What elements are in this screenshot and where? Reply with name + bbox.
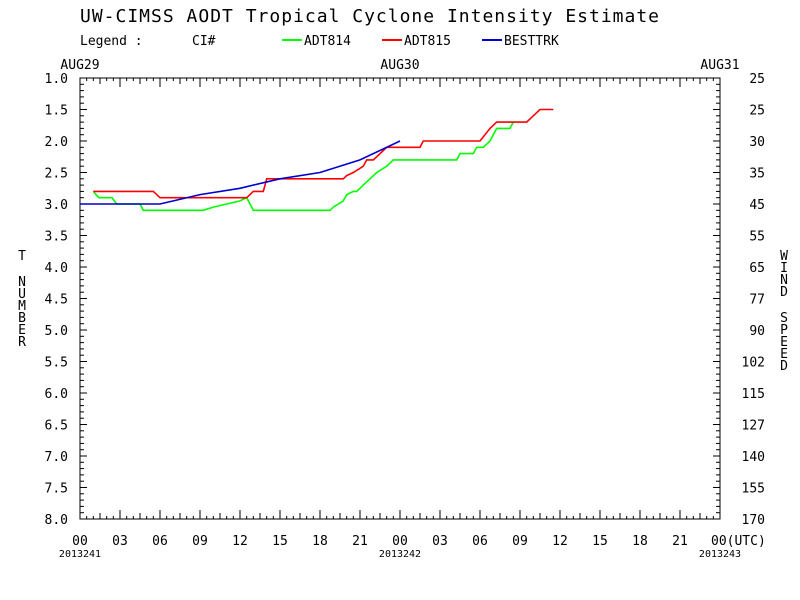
axis-title-letter: N [18,275,26,290]
date-label-top: AUG29 [60,58,99,73]
y-tick-label-left: 2.0 [45,135,68,150]
date-label-top: AUG30 [380,58,419,73]
axis-title-letter: B [18,311,26,326]
x-tick-label: 21 [672,534,688,549]
x-tick-label: 03 [432,534,448,549]
y-tick-label-right: 140 [742,450,765,465]
x-tick-label: 06 [472,534,488,549]
axis-title-letter: E [780,347,788,362]
axis-title-letter: D [780,359,788,374]
y-axis-labels: 1.0 1.5 2.0 2.5 3.0 3.5 4.0 4.5 5.0 5.5 6.0 6.5 7.0 7… [45,72,765,528]
series-line-adt814 [92,121,515,212]
legend-ci-label: CI# [192,34,216,49]
y-tick-label-right: 77 [749,293,765,308]
date-label-top: AUG31 [700,58,739,73]
legend: Legend : CI# ADT814 ADT815 BESTTRK [80,34,559,49]
y-tick-label-right: 115 [742,387,765,402]
y-tick-label-right: 45 [749,198,765,213]
axis-title-letter: U [18,287,26,302]
legend-entry-adt815: ADT815 [404,34,451,49]
y-tick-label-right: 25 [749,104,765,119]
y-tick-label-right: 170 [742,513,765,528]
y-tick-label-right: 25 [749,72,765,87]
y-tick-label-left: 1.5 [45,104,68,119]
x-tick-label: 18 [632,534,648,549]
y-tick-label-right: 127 [742,419,765,434]
y-tick-label-left: 8.0 [45,513,68,528]
x-tick-label: 09 [512,534,528,549]
date-label-bottom: 2013242 [379,549,421,560]
axis-ticks [79,77,721,520]
y-tick-label-left: 6.0 [45,387,68,402]
y-tick-label-right: 30 [749,135,765,150]
legend-entry-besttrk: BESTTRK [504,34,559,49]
y-tick-label-left: 2.5 [45,167,68,182]
y-tick-label-left: 7.5 [45,482,68,497]
x-tick-label: 03 [112,534,128,549]
x-tick-label: 21 [352,534,368,549]
series-line-besttrk [80,140,401,205]
series-line-adt815 [93,108,554,199]
y-tick-label-left: 5.5 [45,356,68,371]
y-tick-label-right: 102 [742,356,765,371]
x-tick-label: 00 [392,534,408,549]
x-tick-label: 12 [232,534,248,549]
legend-entry-adt814: ADT814 [304,34,351,49]
axis-title-letter: M [18,299,26,314]
y-tick-label-right: 65 [749,261,765,276]
y-tick-label-left: 6.5 [45,419,68,434]
axis-title-letter: D [780,285,788,300]
y-tick-label-left: 3.5 [45,230,68,245]
date-label-bottom: 2013241 [59,549,101,560]
x-tick-label: 18 [312,534,328,549]
plot-frame [79,77,721,520]
y-tick-label-left: 7.0 [45,450,68,465]
axis-title-letter: W [780,249,788,264]
x-tick-label: 09 [192,534,208,549]
y-tick-label-left: 4.5 [45,293,68,308]
x-axis-labels: 00 03 06 09 12 15 18 21 00 03 06 09 12 15 18 21 00(UTC) A… [59,58,766,560]
x-tick-label: 00 [72,534,88,549]
y-tick-label-left: 1.0 [45,72,68,87]
axis-title-letter: T [18,249,26,264]
axis-title-letter: S [780,311,788,326]
x-tick-label: 15 [592,534,608,549]
y-tick-label-left: 5.0 [45,324,68,339]
legend-label: Legend : [80,34,143,49]
axis-title-letter: E [780,335,788,350]
chart-title: UW-CIMSS AODT Tropical Cyclone Intensity… [80,6,660,27]
y-tick-label-right: 155 [742,482,765,497]
x-tick-label: 15 [272,534,288,549]
x-tick-label: 12 [552,534,568,549]
axis-title-letter: N [780,273,788,288]
y-tick-label-right: 35 [749,167,765,182]
date-label-bottom: 2013243 [699,549,741,560]
y-tick-label-right: 55 [749,230,765,245]
x-tick-label: 00(UTC) [711,534,766,549]
axis-title-letter: E [18,323,26,338]
axis-title-letter: I [780,261,788,276]
x-tick-label: 06 [152,534,168,549]
axis-title-letter: P [780,323,788,338]
axis-title-letter: R [18,335,26,350]
y-tick-label-left: 4.0 [45,261,68,276]
y-tick-label-left: 3.0 [45,198,68,213]
y-tick-label-right: 90 [749,324,765,339]
series-lines [80,108,554,212]
